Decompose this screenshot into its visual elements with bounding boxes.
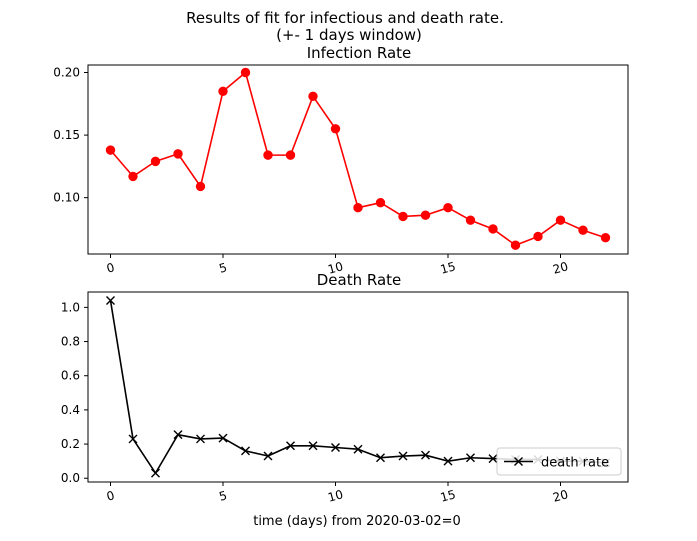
data-point-stroke (196, 434, 205, 444)
y-tick-label: 0.6 (61, 369, 80, 383)
y-tick-label: 0.20 (53, 66, 80, 80)
data-point (488, 224, 498, 234)
data-point (555, 215, 566, 225)
data-point-stroke (353, 444, 363, 454)
data-point-stroke (421, 450, 430, 460)
data-point (420, 210, 431, 220)
x-tick-label: 20 (551, 487, 569, 504)
data-point (263, 451, 273, 461)
data-point (218, 86, 228, 96)
data-point (443, 202, 453, 213)
data-point (375, 197, 386, 208)
axes-frame (87, 291, 629, 483)
data-point (600, 233, 611, 243)
x-axis-label: time (days) from 2020-03-02=0 (253, 514, 461, 529)
x-tick-label: 5 (217, 488, 228, 504)
data-point-stroke (398, 451, 408, 461)
data-point (105, 145, 116, 155)
x-tick-label: 0 (105, 260, 116, 276)
data-point-stroke (173, 430, 183, 440)
data-point-stroke (466, 453, 475, 463)
data-point (285, 150, 296, 160)
data-point (286, 441, 295, 451)
data-point (128, 171, 138, 182)
axes-frame (87, 64, 629, 255)
data-point (150, 156, 161, 167)
data-point (353, 444, 363, 454)
x-tick-label: 10 (326, 259, 344, 276)
data-point (151, 468, 160, 478)
data-point (510, 240, 521, 250)
series-line (109, 71, 606, 247)
y-tick-label: 0.8 (61, 335, 80, 349)
data-point (240, 67, 251, 78)
data-point-stroke (218, 433, 228, 443)
figure-suptitle-line1: Results of fit for infectious and death … (186, 9, 504, 27)
data-point-stroke (443, 456, 453, 466)
data-point-stroke (376, 453, 385, 463)
y-tick-label: 1.0 (61, 300, 80, 314)
data-point (466, 453, 475, 463)
data-point (353, 202, 363, 213)
x-tick-label: 0 (105, 488, 116, 504)
data-point (465, 215, 476, 225)
data-point (308, 91, 318, 101)
data-point-stroke (331, 442, 340, 452)
data-point (173, 149, 183, 159)
data-point-stroke (263, 451, 273, 461)
data-point-stroke (308, 441, 318, 451)
data-point (398, 211, 408, 222)
death-rate-panel: Death Rate 0 5 10 15 20 0.0 0.2 0.4 0.6 0.8 1.0 deat… (61, 271, 629, 505)
x-tick-label: 10 (326, 487, 344, 504)
data-point (173, 430, 183, 440)
data-point (578, 225, 588, 235)
data-point-stroke (488, 454, 498, 464)
legend: death rate (496, 447, 622, 476)
x-tick-label: 20 (551, 259, 569, 276)
data-point (106, 296, 115, 306)
data-point (218, 433, 228, 443)
panel-title: Infection Rate (307, 44, 412, 62)
y-tick-label: 0.15 (53, 128, 80, 142)
y-tick-label: 0.10 (53, 191, 80, 205)
data-point (241, 446, 250, 456)
data-point-stroke (151, 468, 160, 478)
data-point-stroke (128, 434, 138, 444)
series-line (109, 300, 606, 474)
y-tick-label: 0.4 (61, 403, 80, 417)
data-point (398, 451, 408, 461)
x-tick-label: 5 (217, 260, 228, 276)
legend-marker (514, 457, 523, 466)
x-tick-label: 15 (439, 487, 457, 504)
legend-box (496, 447, 622, 476)
figure-suptitle-line2: (+- 1 days window) (276, 26, 422, 44)
data-point (196, 434, 205, 444)
data-point-stroke (286, 441, 295, 451)
y-tick-label: 0.0 (61, 471, 80, 485)
data-point-stroke (241, 446, 250, 456)
data-point (263, 150, 273, 160)
data-point (331, 442, 340, 452)
data-point (443, 456, 453, 466)
legend-label: death rate (541, 456, 609, 471)
data-point (533, 231, 543, 242)
data-point (421, 450, 430, 460)
data-point (488, 454, 498, 464)
x-tick-label: 15 (439, 259, 457, 276)
infection-rate-panel: Infection Rate 0 5 10 15 20 0.10 0.15 0.20 (53, 44, 629, 277)
data-point (128, 434, 138, 444)
data-point (195, 181, 206, 192)
panel-title: Death Rate (317, 271, 402, 289)
data-point (330, 124, 341, 134)
data-point (308, 441, 318, 451)
data-point-stroke (106, 296, 115, 306)
data-point (376, 453, 385, 463)
y-tick-label: 0.2 (61, 437, 80, 451)
